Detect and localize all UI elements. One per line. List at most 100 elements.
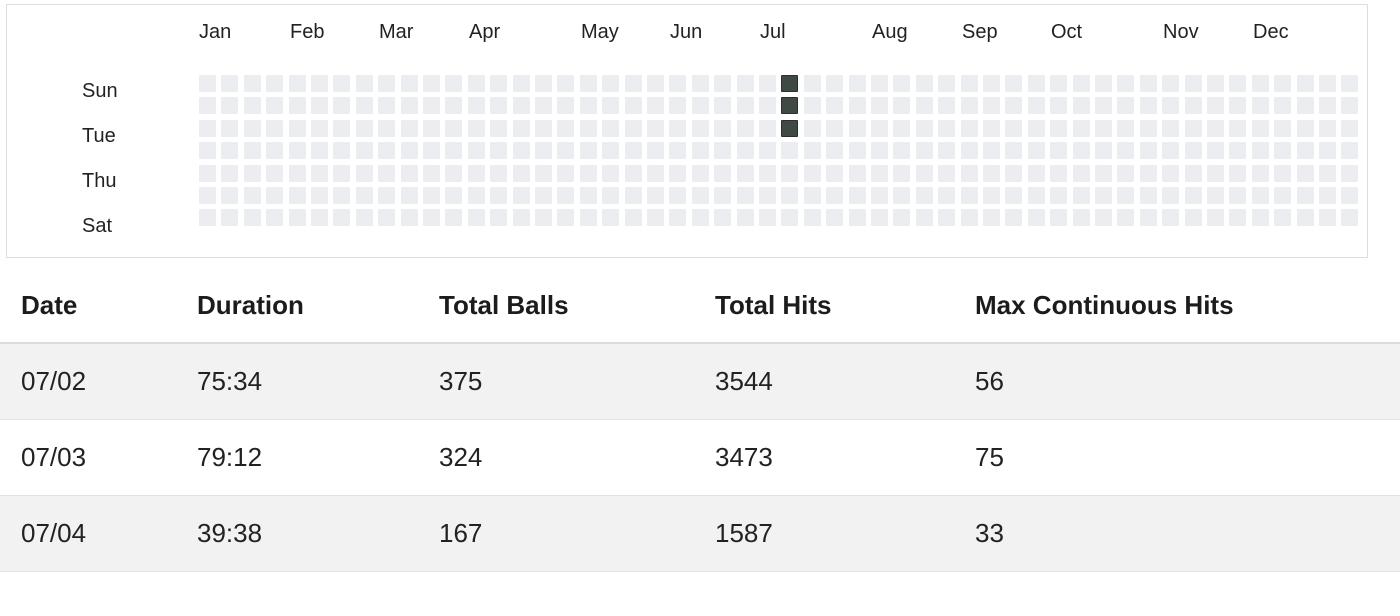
heatmap-cell[interactable] <box>1139 142 1157 160</box>
heatmap-cell[interactable] <box>1296 187 1314 204</box>
heatmap-cell[interactable] <box>1139 209 1157 227</box>
table-row[interactable]: 07/04 39:38 167 1587 33 <box>0 495 1400 572</box>
heatmap-cell[interactable] <box>1319 209 1336 227</box>
heatmap-cell[interactable] <box>423 97 440 115</box>
heatmap-cell[interactable] <box>378 119 396 137</box>
heatmap-cell[interactable] <box>1095 97 1112 115</box>
heatmap-cell[interactable] <box>1050 187 1068 204</box>
heatmap-cell[interactable] <box>983 75 1000 92</box>
heatmap-cell[interactable] <box>669 75 687 92</box>
heatmap-cell[interactable] <box>1251 164 1269 182</box>
heatmap-cell[interactable] <box>423 187 440 204</box>
heatmap-cell[interactable] <box>1184 97 1202 115</box>
heatmap-cell[interactable] <box>1184 119 1202 137</box>
heatmap-cell[interactable] <box>400 187 418 204</box>
heatmap-cell[interactable] <box>1341 164 1359 182</box>
heatmap-cell[interactable] <box>1005 97 1023 115</box>
heatmap-cell[interactable] <box>759 97 776 115</box>
heatmap-cell[interactable] <box>1005 119 1023 137</box>
heatmap-cell[interactable] <box>1117 187 1135 204</box>
heatmap-cell[interactable] <box>311 119 328 137</box>
heatmap-cell[interactable] <box>1296 97 1314 115</box>
heatmap-cell[interactable] <box>490 187 508 204</box>
heatmap-cell[interactable] <box>624 164 642 182</box>
heatmap-cell[interactable] <box>826 187 844 204</box>
heatmap-cell[interactable] <box>445 119 463 137</box>
heatmap-cell[interactable] <box>960 97 978 115</box>
heatmap-cell[interactable] <box>1251 142 1269 160</box>
heatmap-cell[interactable] <box>669 209 687 227</box>
heatmap-cell[interactable] <box>624 75 642 92</box>
heatmap-cell[interactable] <box>557 75 575 92</box>
heatmap-cell[interactable] <box>826 209 844 227</box>
heatmap-cell[interactable] <box>1095 209 1112 227</box>
heatmap-cell[interactable] <box>1184 164 1202 182</box>
heatmap-cell[interactable] <box>938 164 956 182</box>
heatmap-cell[interactable] <box>1117 119 1135 137</box>
heatmap-cell[interactable] <box>1050 209 1068 227</box>
heatmap-cell[interactable] <box>266 119 284 137</box>
heatmap-cell[interactable] <box>1027 75 1045 92</box>
heatmap-cell[interactable] <box>781 142 799 160</box>
heatmap-cell[interactable] <box>669 164 687 182</box>
heatmap-cell[interactable] <box>1095 164 1112 182</box>
heatmap-cell[interactable] <box>1319 187 1336 204</box>
heatmap-cell[interactable] <box>938 187 956 204</box>
heatmap-cell[interactable] <box>1319 97 1336 115</box>
heatmap-cell[interactable] <box>871 142 888 160</box>
heatmap-cell[interactable] <box>848 209 866 227</box>
heatmap-cell[interactable] <box>983 97 1000 115</box>
heatmap-cell[interactable] <box>803 187 821 204</box>
heatmap-cell[interactable] <box>647 164 664 182</box>
heatmap-cell[interactable] <box>714 209 732 227</box>
heatmap-cell[interactable] <box>288 164 306 182</box>
heatmap-cell[interactable] <box>1162 119 1180 137</box>
heatmap-cell[interactable] <box>243 209 261 227</box>
heatmap-cell[interactable] <box>579 75 597 92</box>
heatmap-cell[interactable] <box>333 75 351 92</box>
heatmap-cell[interactable] <box>1184 187 1202 204</box>
heatmap-cell[interactable] <box>467 75 485 92</box>
heatmap-cell[interactable] <box>781 164 799 182</box>
heatmap-cell[interactable] <box>960 164 978 182</box>
heatmap-cell[interactable] <box>1207 119 1224 137</box>
heatmap-cell[interactable] <box>423 142 440 160</box>
header-total-balls[interactable]: Total Balls <box>439 268 715 344</box>
heatmap-cell[interactable] <box>624 97 642 115</box>
heatmap-cell[interactable] <box>1274 119 1292 137</box>
heatmap-cell[interactable] <box>355 187 373 204</box>
heatmap-cell[interactable] <box>736 209 754 227</box>
heatmap-cell[interactable] <box>983 187 1000 204</box>
heatmap-cell[interactable] <box>1341 209 1359 227</box>
heatmap-cell[interactable] <box>535 75 552 92</box>
heatmap-cell[interactable] <box>1274 187 1292 204</box>
heatmap-cell[interactable] <box>243 187 261 204</box>
heatmap-cell[interactable] <box>602 187 620 204</box>
heatmap-cell[interactable] <box>378 164 396 182</box>
heatmap-cell[interactable] <box>826 119 844 137</box>
heatmap-cell[interactable] <box>1162 209 1180 227</box>
heatmap-cell[interactable] <box>512 119 530 137</box>
heatmap-cell[interactable] <box>266 209 284 227</box>
heatmap-cell[interactable] <box>1207 75 1224 92</box>
heatmap-cell[interactable] <box>490 164 508 182</box>
heatmap-cell[interactable] <box>893 164 911 182</box>
heatmap-cell[interactable] <box>759 209 776 227</box>
heatmap-cell[interactable] <box>1005 187 1023 204</box>
heatmap-cell[interactable] <box>199 142 216 160</box>
heatmap-cell[interactable] <box>445 97 463 115</box>
heatmap-cell[interactable] <box>893 97 911 115</box>
heatmap-cell[interactable] <box>848 164 866 182</box>
heatmap-cell[interactable] <box>535 97 552 115</box>
heatmap-cell[interactable] <box>647 142 664 160</box>
heatmap-cell[interactable] <box>736 75 754 92</box>
heatmap-cell[interactable] <box>467 142 485 160</box>
heatmap-cell[interactable] <box>691 142 709 160</box>
heatmap-cell[interactable] <box>1274 75 1292 92</box>
heatmap-cell[interactable] <box>199 97 216 115</box>
heatmap-cell[interactable] <box>512 97 530 115</box>
heatmap-cell[interactable] <box>355 97 373 115</box>
heatmap-cell[interactable] <box>311 97 328 115</box>
heatmap-cell[interactable] <box>311 209 328 227</box>
heatmap-cell[interactable] <box>1274 142 1292 160</box>
